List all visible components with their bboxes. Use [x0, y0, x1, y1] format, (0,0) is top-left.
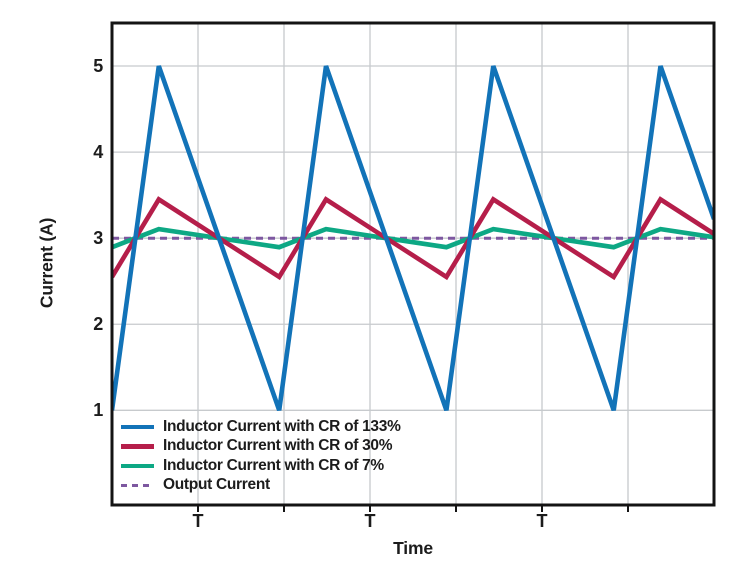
y-tick-label: 4 — [93, 142, 103, 163]
y-axis-title: Current (A) — [36, 217, 57, 309]
legend-label: Output Current — [163, 476, 270, 494]
legend-label: Inductor Current with CR of 133% — [163, 417, 401, 435]
legend: Inductor Current with CR of 133% Inductor… — [121, 417, 401, 495]
series-line — [112, 226, 714, 250]
legend-line-swatch — [121, 444, 154, 449]
x-tick-label: T — [364, 511, 376, 531]
x-tick-label: T — [192, 511, 204, 531]
legend-item: Inductor Current with CR of 30% — [121, 437, 401, 457]
y-tick-label: 5 — [93, 56, 103, 77]
plot-border — [110, 21, 716, 507]
legend-item: Output Current — [121, 476, 401, 496]
legend-item: Inductor Current with CR of 133% — [121, 417, 401, 437]
legend-line-swatch — [121, 424, 154, 429]
x-axis-title: Time — [393, 538, 433, 558]
legend-line-swatch — [121, 463, 154, 468]
legend-label: Inductor Current with CR of 30% — [163, 437, 393, 455]
y-tick-label: 1 — [93, 400, 103, 421]
x-tick-label: T — [536, 511, 548, 531]
y-tick-label: 3 — [93, 228, 103, 249]
legend-label: Inductor Current with CR of 7% — [163, 456, 384, 474]
series-line — [112, 196, 714, 281]
legend-line-swatch — [121, 483, 154, 487]
y-tick-label: 2 — [93, 314, 103, 335]
legend-item: Inductor Current with CR of 7% — [121, 456, 401, 476]
series-line — [112, 65, 714, 412]
